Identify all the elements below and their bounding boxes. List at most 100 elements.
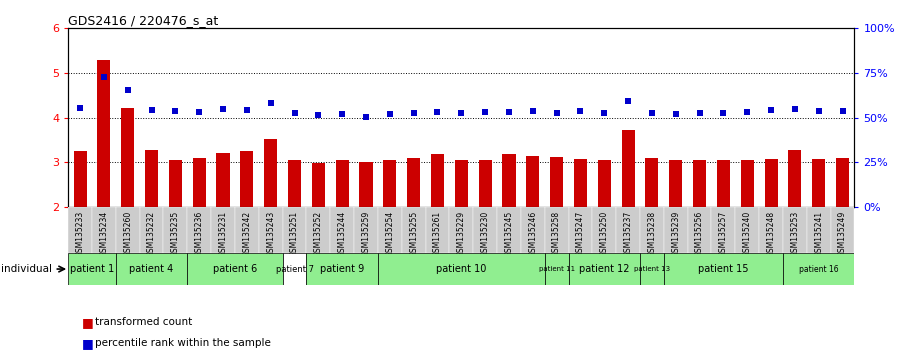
Text: patient 11: patient 11	[538, 266, 574, 272]
Bar	[330, 207, 355, 253]
Text: ■: ■	[82, 337, 94, 350]
Point	[621, 98, 635, 104]
Bar	[164, 207, 187, 253]
Bar	[712, 207, 735, 253]
Bar	[449, 207, 474, 253]
Bar	[74, 151, 86, 207]
Bar	[68, 207, 92, 253]
Point	[311, 113, 325, 118]
Point	[764, 107, 778, 113]
Point	[740, 109, 754, 115]
Point	[73, 105, 87, 111]
Text: GSM135245: GSM135245	[504, 211, 514, 257]
Bar	[140, 207, 164, 253]
Text: GSM135247: GSM135247	[576, 211, 585, 257]
Text: GSM135236: GSM135236	[195, 211, 204, 257]
Point	[406, 110, 421, 116]
Bar	[193, 158, 205, 207]
Text: patient 15: patient 15	[698, 264, 749, 274]
Bar	[407, 158, 420, 207]
Bar	[741, 160, 754, 207]
Bar	[664, 207, 688, 253]
Bar	[503, 154, 515, 207]
Text: patient 4: patient 4	[129, 264, 174, 274]
Bar	[283, 207, 306, 253]
Point	[787, 106, 802, 112]
Text: GSM135257: GSM135257	[719, 211, 728, 257]
Bar	[115, 207, 140, 253]
Text: transformed count: transformed count	[95, 317, 193, 327]
Bar	[783, 207, 807, 253]
Bar	[568, 207, 593, 253]
Text: patient 7: patient 7	[275, 264, 314, 274]
Bar	[783, 253, 854, 285]
Bar	[544, 253, 568, 285]
Text: GSM135256: GSM135256	[695, 211, 704, 257]
Bar	[788, 150, 802, 207]
Point	[287, 110, 302, 116]
Point	[812, 108, 826, 114]
Bar	[526, 156, 539, 207]
Text: ■: ■	[82, 316, 94, 329]
Bar	[497, 207, 521, 253]
Point	[335, 111, 349, 117]
Bar	[402, 207, 425, 253]
Bar	[544, 207, 568, 253]
Bar	[240, 151, 254, 207]
Text: GSM135252: GSM135252	[314, 211, 323, 257]
Point	[835, 108, 850, 114]
Bar	[359, 162, 373, 207]
Bar	[645, 158, 658, 207]
Bar	[831, 207, 854, 253]
Text: patient 6: patient 6	[213, 264, 257, 274]
Text: percentile rank within the sample: percentile rank within the sample	[95, 338, 271, 348]
Bar	[283, 253, 306, 285]
Point	[502, 109, 516, 115]
Text: GSM135240: GSM135240	[743, 211, 752, 257]
Text: patient 16: patient 16	[799, 264, 838, 274]
Bar	[145, 150, 158, 207]
Point	[430, 109, 445, 115]
Bar	[92, 207, 115, 253]
Text: GSM135260: GSM135260	[124, 211, 132, 257]
Text: GSM135238: GSM135238	[647, 211, 656, 257]
Bar	[550, 157, 564, 207]
Bar	[384, 160, 396, 207]
Bar	[479, 160, 492, 207]
Bar	[693, 160, 706, 207]
Bar	[598, 160, 611, 207]
Point	[359, 114, 374, 120]
Text: GSM135243: GSM135243	[266, 211, 275, 257]
Point	[668, 111, 683, 117]
Bar	[717, 160, 730, 207]
Point	[145, 107, 159, 113]
Text: GSM135249: GSM135249	[838, 211, 847, 257]
Bar	[664, 253, 783, 285]
Bar	[474, 207, 497, 253]
Bar	[187, 253, 283, 285]
Bar	[355, 207, 378, 253]
Bar	[807, 207, 831, 253]
Point	[96, 74, 111, 79]
Bar	[259, 207, 283, 253]
Bar	[521, 207, 544, 253]
Bar	[216, 154, 230, 207]
Text: GSM135239: GSM135239	[671, 211, 680, 257]
Point	[240, 107, 255, 113]
Bar	[764, 159, 777, 207]
Text: GSM135229: GSM135229	[457, 211, 465, 257]
Text: GSM135253: GSM135253	[791, 211, 799, 257]
Bar	[425, 207, 449, 253]
Bar	[121, 108, 135, 207]
Bar	[335, 160, 349, 207]
Text: patient 10: patient 10	[436, 264, 486, 274]
Bar	[235, 207, 259, 253]
Point	[192, 109, 206, 115]
Bar	[574, 159, 587, 207]
Bar	[640, 253, 664, 285]
Point	[454, 110, 468, 116]
Point	[693, 110, 707, 116]
Bar	[836, 158, 849, 207]
Text: GSM135250: GSM135250	[600, 211, 609, 257]
Bar	[187, 207, 211, 253]
